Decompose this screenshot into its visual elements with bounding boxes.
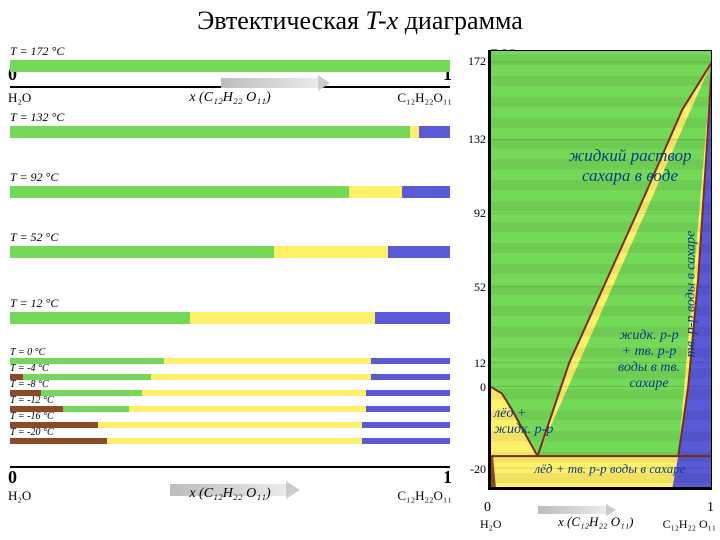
bar-segment-blue xyxy=(366,390,450,396)
bar-segment-yellow xyxy=(142,390,366,396)
bar-segment-yellow xyxy=(98,422,362,428)
ytick-label: 52 xyxy=(458,280,486,295)
bar-segment-yellow xyxy=(410,126,419,138)
bar-segment-green xyxy=(63,406,129,412)
bar-segment-blue xyxy=(388,246,450,258)
left-bottom-axis xyxy=(10,466,450,468)
title-plain: Эвтектическая xyxy=(197,6,365,35)
bar-segment-green xyxy=(10,126,410,138)
bar-segment-brown xyxy=(10,438,107,444)
ytick-label: 132 xyxy=(458,132,486,147)
title-italic: T-x xyxy=(365,6,398,35)
bar-segment-green xyxy=(10,246,274,258)
ytick-label: 92 xyxy=(458,206,486,221)
bar-segment-blue xyxy=(375,312,450,324)
region-liq-plus-solid: жидк. р-р + тв. р-р воды в тв. сахаре xyxy=(618,328,680,392)
bar-segment-green xyxy=(10,186,349,198)
page-title: Эвтектическая T-x диаграмма xyxy=(0,6,720,36)
right-bottom-arrow xyxy=(538,506,608,514)
bar-row: T = -12 °C xyxy=(10,406,450,412)
bar-segment-green xyxy=(10,312,190,324)
bar-row: T = -8 °C xyxy=(10,390,450,396)
right-panel: T, °C жидкий раствор сахара в воде жидк.… xyxy=(458,50,714,510)
bar-segment-yellow xyxy=(164,358,371,364)
right-h2o: H₂O xyxy=(480,517,502,532)
region-ice-liq: лёд + жидк. р-р xyxy=(494,406,553,438)
bar-row: T = 92 °C xyxy=(10,186,450,198)
right-c12: C₁₂H₂₂ O₁₁ xyxy=(663,517,716,532)
bar-segment-blue xyxy=(419,126,450,138)
bar-segment-blue xyxy=(366,406,450,412)
bar-segment-blue xyxy=(362,438,450,444)
bar-label: T = -4 °C xyxy=(10,363,49,374)
bar-segment-yellow xyxy=(151,374,371,380)
left-top-h2o: H₂O xyxy=(8,90,31,106)
left-panel: 0 1 H₂O x (C₁₂H₂₂ O₁₁) C₁₂H₂₂O₁₁ T = 172… xyxy=(10,50,450,510)
bar-label: T = 52 °C xyxy=(10,230,58,245)
bar-row: T = -4 °C xyxy=(10,374,450,380)
bar-segment-green xyxy=(41,390,142,396)
left-xlabel: x (C₁₂H₂₂ O₁₁) xyxy=(189,486,270,502)
bar-row: T = -20 °C xyxy=(10,438,450,444)
bar-segment-blue xyxy=(402,186,450,198)
bar-label: T = 92 °C xyxy=(10,170,58,185)
ytick-label: -20 xyxy=(458,462,486,477)
bar-label: T = 132 °C xyxy=(10,110,64,125)
left-h2o: H₂O xyxy=(8,488,31,504)
bar-label: T = -20 °C xyxy=(10,427,54,438)
bar-row: T = -16 °C xyxy=(10,422,450,428)
bar-segment-blue xyxy=(371,358,450,364)
right-x0: 0 xyxy=(484,500,491,516)
bar-segment-blue xyxy=(371,374,450,380)
bar-segment-yellow xyxy=(107,438,362,444)
bar-label: T = 0 °C xyxy=(10,347,45,358)
bar-row: T = 132 °C xyxy=(10,126,450,138)
bar-row: T = 0 °C xyxy=(10,358,450,364)
left-top-xlabel: x (C₁₂H₂₂ O₁₁) xyxy=(189,90,270,106)
bar-label: T = -8 °C xyxy=(10,379,49,390)
bar-label: T = -12 °C xyxy=(10,395,54,406)
bar-segment-yellow xyxy=(129,406,367,412)
bar-segment-blue xyxy=(362,422,450,428)
ytick-label: 0 xyxy=(458,380,486,395)
bar-segment-yellow xyxy=(190,312,375,324)
bar-label: T = -16 °C xyxy=(10,411,54,422)
left-top-c12: C₁₂H₂₂O₁₁ xyxy=(397,90,452,106)
region-vertical-right: тв. р-р воды в сахаре xyxy=(683,231,699,358)
right-xlabel: x (C₁₂H₂₂ O₁₁) xyxy=(558,514,634,530)
bar-segment-green xyxy=(10,60,450,72)
left-x1: 1 xyxy=(443,467,452,488)
bar-label: T = 172 °C xyxy=(10,44,64,59)
ytick-label: 12 xyxy=(458,356,486,371)
phase-diagram-plot: жидкий раствор сахара в воде жидк. р-р +… xyxy=(488,50,712,490)
right-x1: 1 xyxy=(707,500,714,516)
region-eutectic: лёд + тв. р-р воды в сахаре xyxy=(510,462,710,477)
ytick-label: 172 xyxy=(458,54,486,69)
left-c12: C₁₂H₂₂O₁₁ xyxy=(397,488,452,504)
bar-row: T = 52 °C xyxy=(10,246,450,258)
bar-segment-yellow xyxy=(274,246,388,258)
bar-segment-yellow xyxy=(349,186,402,198)
bar-row: T = 12 °C xyxy=(10,312,450,324)
bar-label: T = 12 °C xyxy=(10,296,58,311)
bar-row: T = 172 °C xyxy=(10,60,450,72)
left-x0: 0 xyxy=(8,467,17,488)
region-liquid: жидкий раствор сахара в воде xyxy=(550,146,710,185)
title-tail: диаграмма xyxy=(398,6,523,35)
